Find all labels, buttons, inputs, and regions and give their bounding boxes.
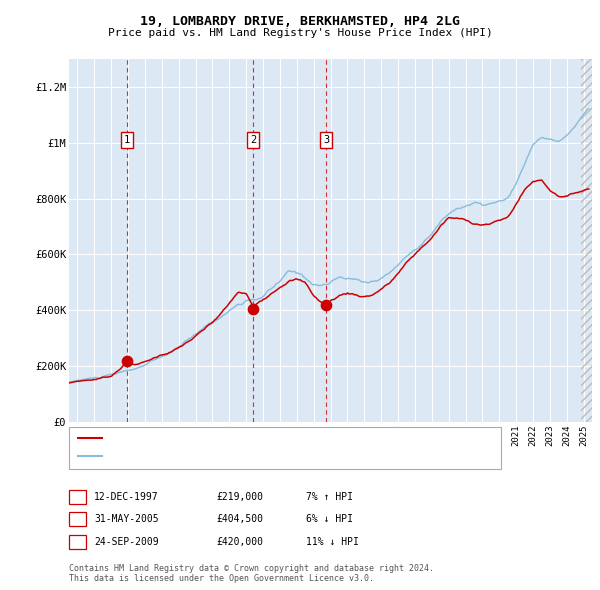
Text: 2: 2 [74,514,80,524]
Text: 24-SEP-2009: 24-SEP-2009 [94,537,159,546]
Text: 19, LOMBARDY DRIVE, BERKHAMSTED, HP4 2LG: 19, LOMBARDY DRIVE, BERKHAMSTED, HP4 2LG [140,15,460,28]
Text: 7% ↑ HPI: 7% ↑ HPI [306,492,353,502]
Text: 19, LOMBARDY DRIVE, BERKHAMSTED, HP4 2LG (detached house): 19, LOMBARDY DRIVE, BERKHAMSTED, HP4 2LG… [107,434,434,443]
Text: 31-MAY-2005: 31-MAY-2005 [94,514,159,524]
Text: 2: 2 [250,135,256,145]
Text: 1: 1 [124,135,130,145]
Text: £404,500: £404,500 [216,514,263,524]
Point [122,356,132,365]
Text: Price paid vs. HM Land Registry's House Price Index (HPI): Price paid vs. HM Land Registry's House … [107,28,493,38]
Text: £219,000: £219,000 [216,492,263,502]
Text: 11% ↓ HPI: 11% ↓ HPI [306,537,359,546]
Point [321,300,331,309]
Text: Contains HM Land Registry data © Crown copyright and database right 2024.
This d: Contains HM Land Registry data © Crown c… [69,563,434,583]
Text: 6% ↓ HPI: 6% ↓ HPI [306,514,353,524]
Text: 3: 3 [74,537,80,546]
Text: HPI: Average price, detached house, Dacorum: HPI: Average price, detached house, Daco… [107,451,354,461]
Text: £420,000: £420,000 [216,537,263,546]
Text: 3: 3 [323,135,329,145]
Text: 1: 1 [74,492,80,502]
Text: 12-DEC-1997: 12-DEC-1997 [94,492,159,502]
Point [248,304,258,314]
